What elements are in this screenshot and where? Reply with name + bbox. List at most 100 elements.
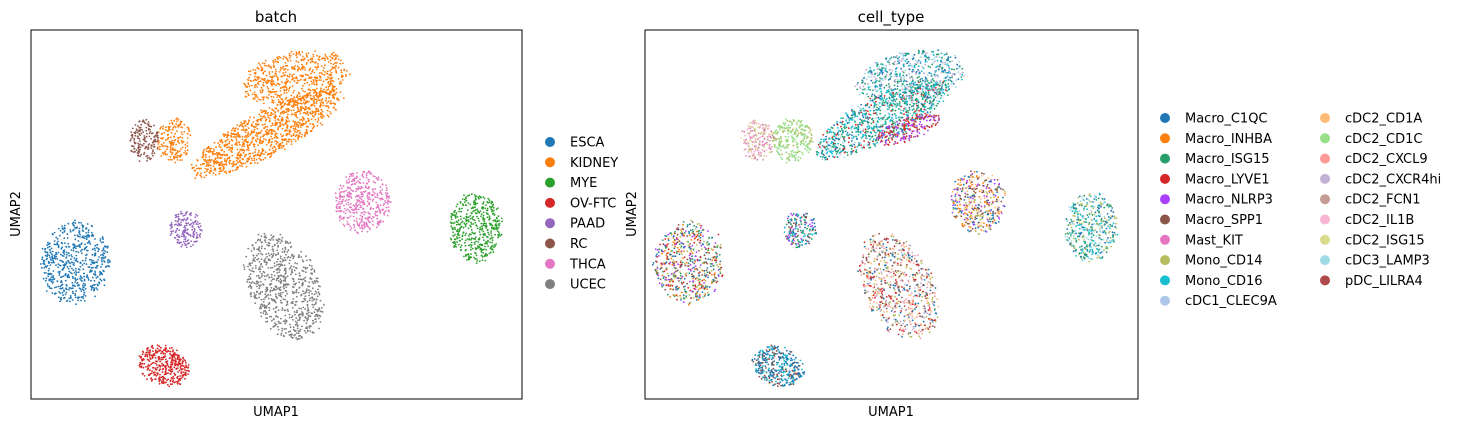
point (298, 110, 301, 113)
point (285, 332, 287, 334)
point (266, 287, 269, 289)
point (470, 229, 473, 231)
point (290, 143, 293, 146)
point (156, 366, 159, 369)
point (380, 179, 383, 181)
point (292, 298, 295, 300)
point (272, 124, 274, 126)
point (245, 129, 248, 132)
point (304, 276, 307, 279)
point (332, 55, 335, 57)
point (368, 193, 371, 196)
point (254, 134, 257, 137)
point (467, 253, 470, 255)
point (65, 256, 68, 259)
point (482, 214, 485, 217)
point (293, 68, 296, 71)
point (873, 112, 875, 115)
point (270, 286, 273, 289)
point (314, 111, 317, 114)
point (187, 222, 190, 225)
point (482, 206, 485, 209)
point (491, 201, 494, 204)
point (286, 75, 289, 78)
point (256, 123, 259, 126)
point (288, 131, 291, 134)
point (246, 280, 249, 283)
point (272, 88, 274, 91)
point (61, 268, 64, 271)
point (316, 87, 318, 90)
point (158, 380, 161, 383)
point (318, 314, 321, 317)
point (290, 273, 292, 276)
point (353, 209, 355, 212)
point (232, 160, 235, 163)
point (275, 84, 277, 87)
point (463, 217, 465, 220)
point (471, 212, 473, 215)
point (247, 94, 250, 97)
point (300, 293, 303, 296)
point (209, 172, 211, 174)
point (270, 276, 273, 278)
point (361, 220, 363, 223)
point (291, 85, 294, 87)
point (469, 224, 471, 227)
point (259, 118, 262, 121)
point (313, 116, 315, 118)
point (229, 147, 232, 150)
point (158, 145, 161, 148)
point (482, 224, 485, 227)
point (292, 73, 295, 76)
point (138, 137, 141, 140)
point (294, 283, 296, 286)
point (278, 294, 280, 297)
point (360, 193, 363, 196)
point (264, 305, 267, 308)
point (139, 363, 142, 366)
point (480, 213, 483, 216)
point (172, 230, 175, 232)
point (342, 198, 344, 201)
point (288, 129, 291, 132)
batch-ylabel: UMAP2 (9, 191, 24, 237)
point (271, 122, 274, 125)
point (85, 245, 88, 248)
point (250, 123, 253, 126)
point (320, 90, 323, 92)
point (345, 199, 348, 201)
point (149, 369, 151, 372)
point (874, 145, 876, 147)
point (348, 192, 351, 195)
point (261, 253, 264, 256)
point (63, 226, 66, 229)
point (152, 145, 155, 148)
point (381, 193, 383, 196)
point (234, 133, 237, 136)
point (177, 379, 180, 381)
point (68, 254, 71, 257)
point (150, 132, 153, 135)
point (209, 161, 212, 163)
point (314, 281, 317, 284)
point (253, 282, 256, 284)
point (60, 281, 63, 283)
point (185, 213, 188, 215)
point (348, 178, 350, 181)
point (261, 91, 263, 94)
point (232, 135, 235, 138)
point (313, 269, 316, 271)
point (344, 208, 346, 210)
point (75, 257, 78, 260)
point (361, 230, 363, 233)
point (480, 247, 482, 250)
point (455, 205, 458, 208)
point (470, 237, 473, 240)
point (270, 143, 273, 146)
point (273, 270, 275, 273)
point (350, 197, 353, 199)
point (57, 285, 60, 288)
point (269, 80, 271, 82)
point (256, 275, 258, 277)
